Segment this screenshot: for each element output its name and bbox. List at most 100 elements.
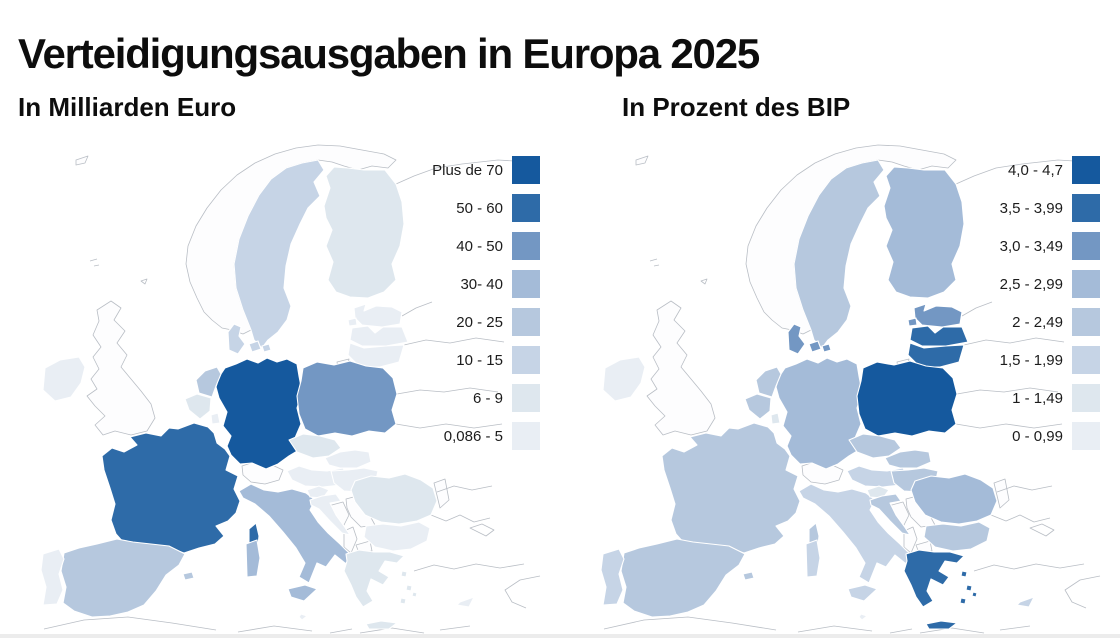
country-czechia (288, 433, 342, 459)
shetland-islands (140, 278, 148, 285)
europe-map (40, 144, 541, 634)
legend-row: 2,5 - 2,99 (992, 270, 1100, 298)
border-poland-belarus (396, 387, 499, 395)
page-title: Verteidigungsausgaben in Europa 2025 (18, 30, 760, 78)
faroe-islands (649, 258, 660, 267)
country-slovenia (866, 485, 890, 499)
shetland-islands (700, 278, 708, 285)
map-gdp-percent (560, 140, 1120, 638)
country-slovenia (306, 485, 330, 499)
country-latvia (909, 325, 969, 347)
country-spain (620, 538, 755, 618)
country-cyprus (1016, 596, 1035, 608)
border-romania-ukraine (996, 485, 1053, 493)
non-eu-context (603, 144, 1101, 634)
country-croatia (309, 493, 351, 536)
border-finland-russia (955, 159, 1091, 185)
country-bulgaria (923, 521, 991, 552)
country-ireland (602, 356, 646, 402)
border-romania-ukraine (436, 485, 493, 493)
legend-row: 0,086 - 5 (432, 422, 540, 450)
crimea-outline (1029, 523, 1055, 537)
border-poland-ukraine (955, 423, 1063, 429)
subtitle-gdp-percent: In Prozent des BIP (622, 92, 851, 122)
legend-color-swatch (512, 270, 540, 298)
europe-map (600, 144, 1101, 634)
country-cyprus (456, 596, 475, 608)
legend-color-swatch (512, 232, 540, 260)
border-poland-ukraine (395, 423, 503, 429)
legend-row: Plus de 70 (432, 156, 540, 184)
country-netherlands (195, 366, 222, 398)
country-belgium (744, 393, 772, 420)
turkey-north-coast (973, 563, 1085, 572)
country-greece (343, 549, 418, 630)
black-sea-coast (990, 514, 1051, 523)
legend-color-swatch (1072, 156, 1100, 184)
legend-row: 30- 40 (432, 270, 540, 298)
crimea-outline (469, 523, 495, 537)
country-united-kingdom (646, 300, 716, 436)
country-greece (903, 549, 978, 630)
legend-color-swatch (512, 156, 540, 184)
country-spain (60, 538, 195, 618)
legend-gdp-percent: 4,0 - 4,7 3,5 - 3,99 3,0 - 3,49 2,5 - 2,99 2… (992, 156, 1100, 450)
country-lithuania (907, 342, 965, 368)
country-denmark (787, 323, 832, 355)
country-portugal (40, 548, 65, 606)
country-finland (883, 166, 965, 299)
border-finland-russia (395, 159, 531, 185)
legend-billions: Plus de 70 50 - 60 40 - 50 30- 40 20 - 25 10 … (432, 156, 540, 450)
legend-range-label: 2 - 2,49 (1012, 313, 1063, 331)
country-poland (296, 360, 398, 437)
legend-range-label: 40 - 50 (456, 237, 503, 255)
legend-color-swatch (1072, 194, 1100, 222)
legend-range-label: 50 - 60 (456, 199, 503, 217)
border-baltics-belarus (403, 337, 505, 346)
country-bulgaria (363, 521, 431, 552)
legend-range-label: 0 - 0,99 (1012, 427, 1063, 445)
legend-range-label: 20 - 25 (456, 313, 503, 331)
legend-color-swatch (1072, 308, 1100, 336)
country-netherlands (755, 366, 782, 398)
eu-countries (600, 159, 1035, 630)
country-ireland (42, 356, 86, 402)
legend-range-label: 1 - 1,49 (1012, 389, 1063, 407)
legend-row: 40 - 50 (432, 232, 540, 260)
legend-color-swatch (512, 308, 540, 336)
country-sweden (233, 159, 325, 349)
country-finland (323, 166, 405, 299)
north-africa-coast (603, 616, 1031, 634)
legend-range-label: 1,5 - 1,99 (999, 351, 1063, 369)
panel-gdp-percent: In Prozent des BIP (560, 0, 1120, 638)
black-sea-coast (430, 514, 491, 523)
country-estonia (907, 303, 963, 328)
country-luxembourg (770, 412, 781, 425)
country-croatia (869, 493, 911, 536)
country-germany (775, 357, 863, 470)
legend-color-swatch (1072, 422, 1100, 450)
legend-range-label: 2,5 - 2,99 (999, 275, 1063, 293)
legend-range-label: 30- 40 (460, 275, 503, 293)
legend-color-swatch (1072, 346, 1100, 374)
country-romania (350, 473, 438, 525)
turkey-south-coast (504, 575, 541, 609)
legend-range-label: Plus de 70 (432, 161, 503, 179)
border-poland-belarus (956, 387, 1059, 395)
eu-countries (40, 159, 475, 630)
legend-color-swatch (512, 346, 540, 374)
legend-color-swatch (512, 194, 540, 222)
legend-row: 1,5 - 1,99 (992, 346, 1100, 374)
border-estonia-russia (401, 301, 433, 317)
legend-color-swatch (512, 384, 540, 412)
country-slovakia (884, 449, 932, 469)
iceland-fragment (75, 155, 89, 166)
legend-color-swatch (1072, 270, 1100, 298)
turkey-north-coast (413, 563, 525, 572)
legend-row: 0 - 0,99 (992, 422, 1100, 450)
country-moldova (993, 478, 1010, 509)
border-baltics-belarus (963, 337, 1065, 346)
faroe-islands (89, 258, 100, 267)
country-sweden (793, 159, 885, 349)
legend-row: 10 - 15 (432, 346, 540, 374)
